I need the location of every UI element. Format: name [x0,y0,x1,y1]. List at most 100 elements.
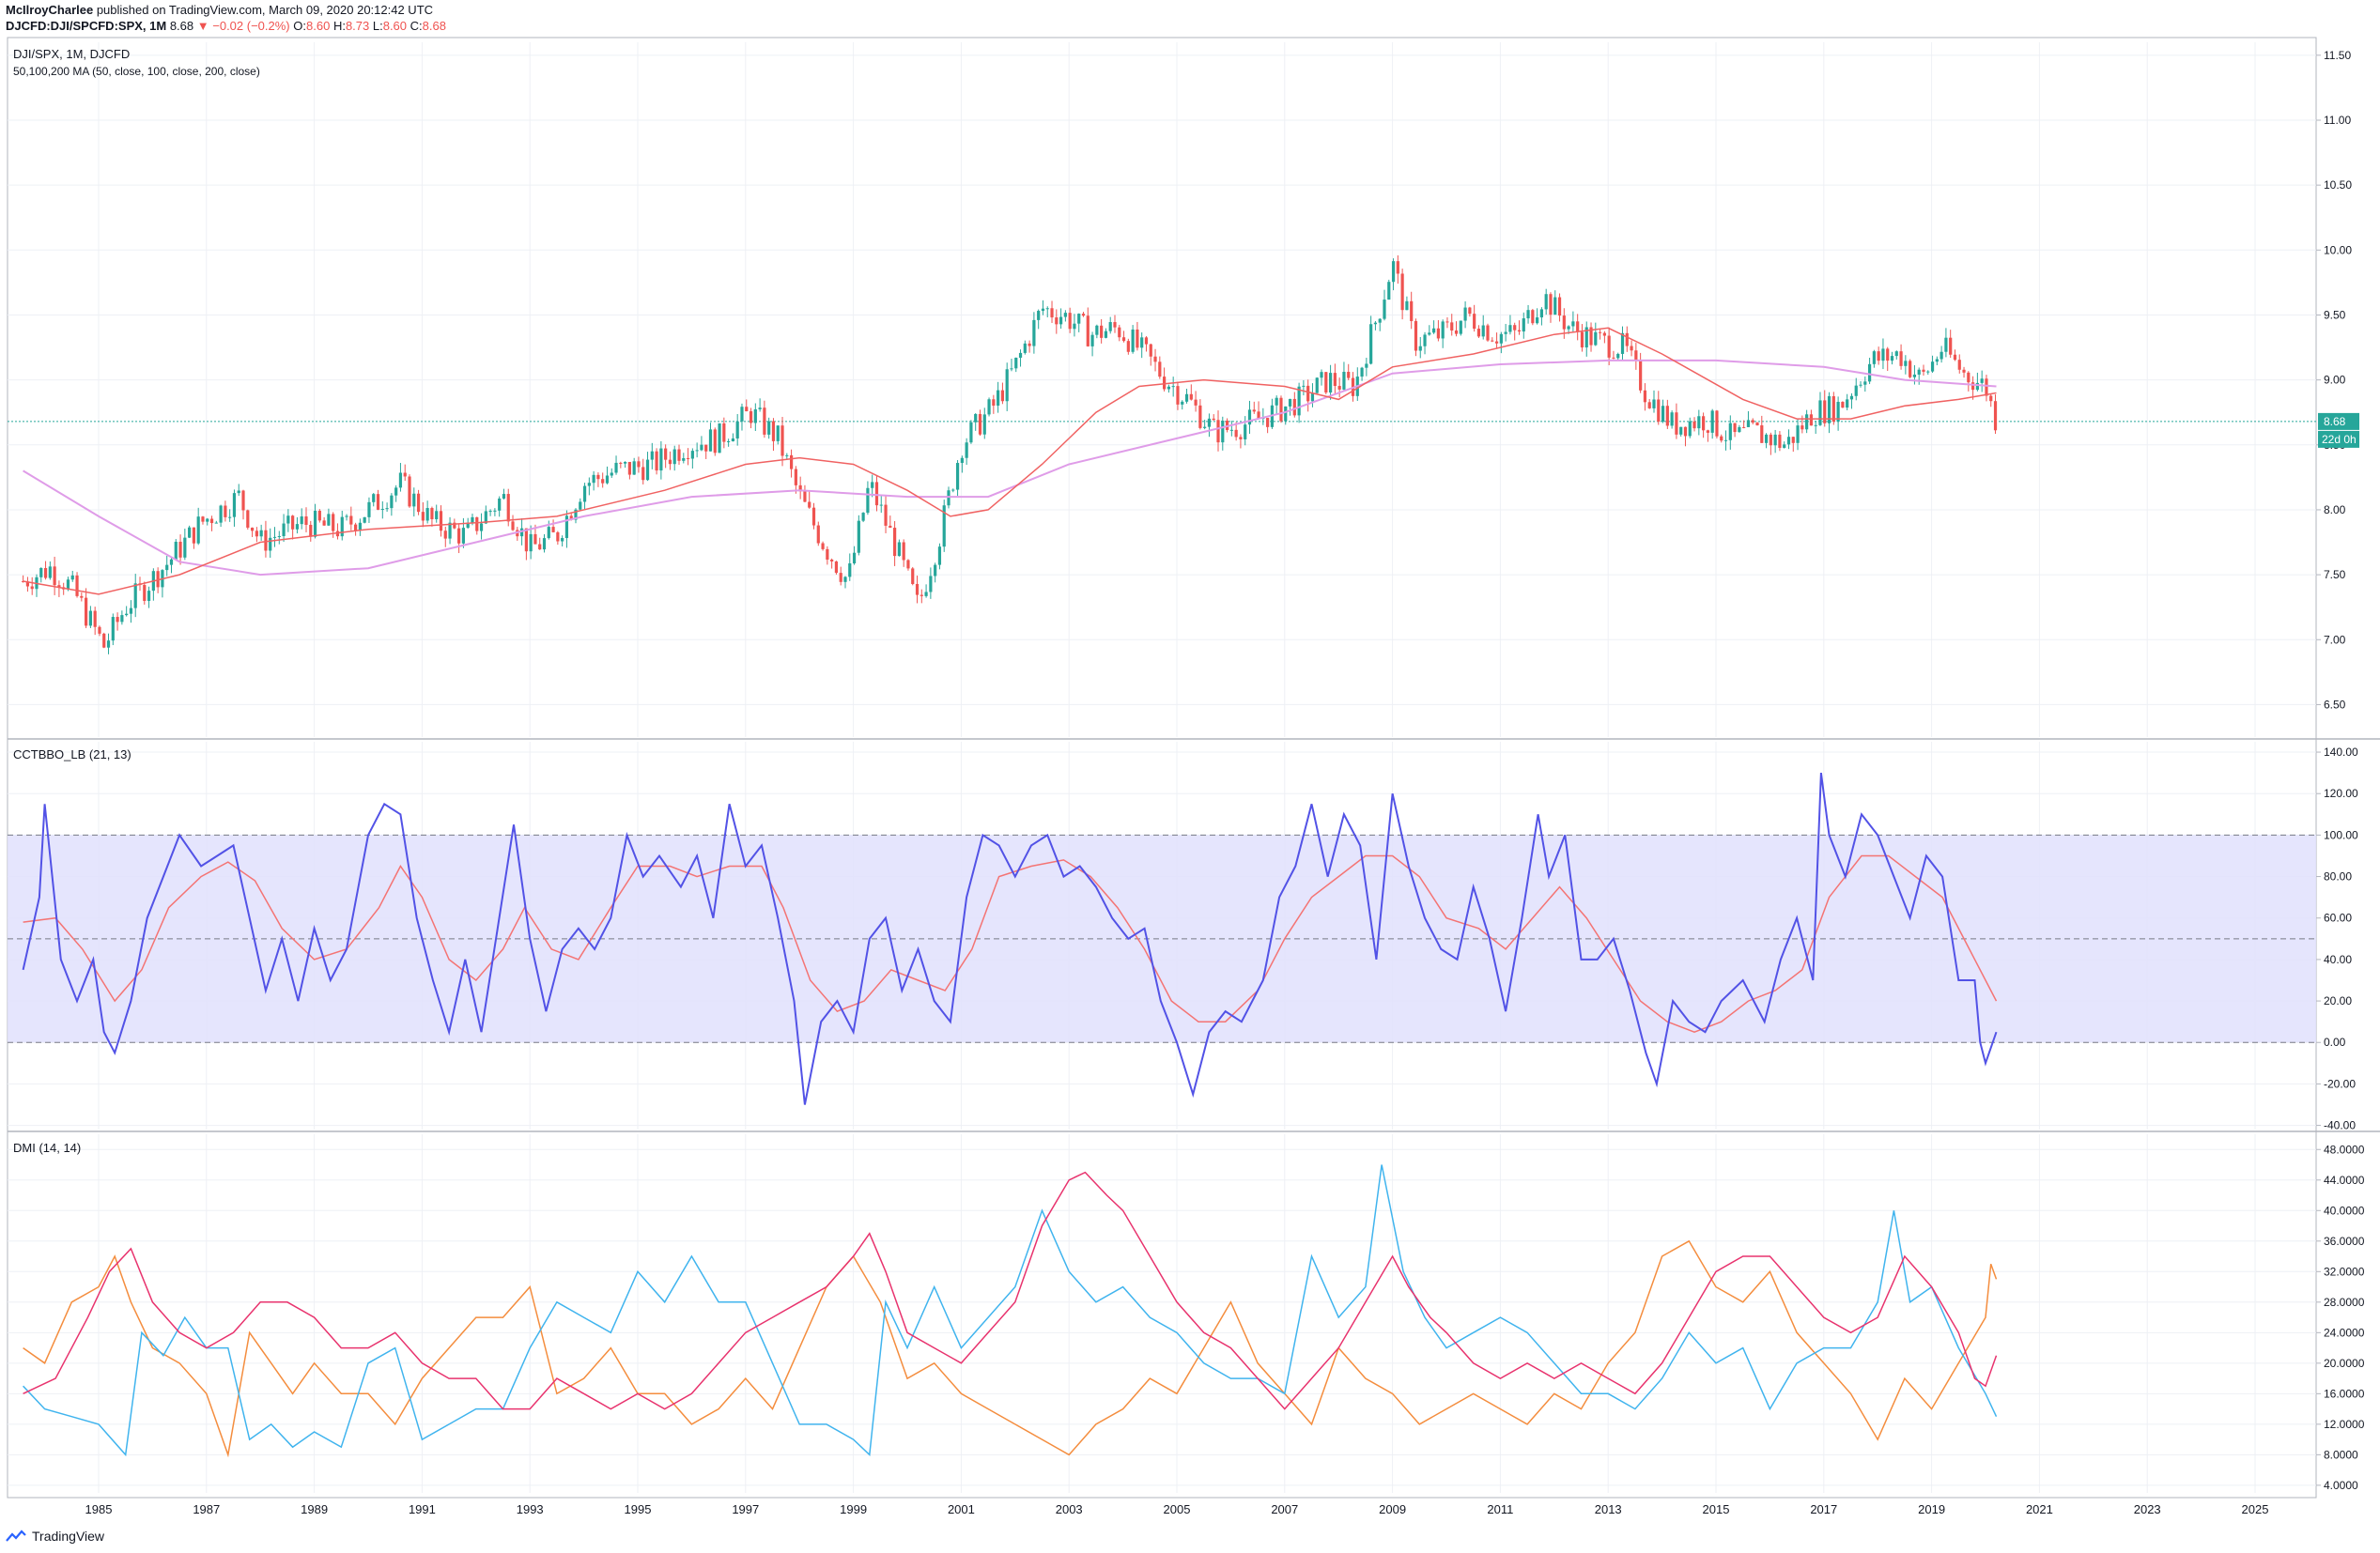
candle-body [538,544,542,550]
candle-body [960,457,964,464]
price-pane-title: DJI/SPX, 1M, DJCFD [13,47,130,61]
candle-body [1337,386,1341,390]
candle-body [147,591,151,601]
candle-body [879,504,883,506]
candle-body [1445,321,1449,323]
candle-body [722,423,726,442]
candle-body [619,462,623,464]
candle-body [677,449,681,461]
candle-body [25,581,30,587]
candle-body [88,610,92,626]
candle-body [624,461,627,464]
candle-body [1252,409,1256,412]
candle-body [1751,420,1754,423]
candle-body [143,585,147,601]
candle-body [1827,395,1831,423]
candle-body [300,516,303,525]
open-label: O: [293,19,306,33]
candle-body [511,521,515,530]
candle-body [1980,378,1984,383]
symbol-label[interactable]: DJCFD:DJI/SPCFD:SPX, 1M [6,19,167,33]
candle-body [1059,316,1063,325]
candle-body [1589,327,1593,346]
candle-body [1476,329,1481,337]
candle-body [313,510,317,537]
y-tick-label: 140.00 [2324,746,2358,759]
candle-body [111,617,115,641]
y-tick-label: 9.00 [2324,374,2346,387]
candle-body [843,577,847,582]
candle-body [327,514,331,526]
candle-body [1657,399,1661,423]
candle-body [277,536,281,538]
candle-body [1086,315,1090,346]
candle-body [1153,356,1157,362]
candle-body [1450,322,1454,331]
candle-body [533,533,537,545]
candle-body [174,541,178,560]
candle-body [1670,412,1674,426]
adx-line [23,1171,1998,1410]
y-tick-label: -40.00 [2324,1119,2356,1132]
low-label: L: [372,19,383,33]
candle-body [493,510,497,512]
candle-body [695,450,699,452]
candle-body [309,524,313,537]
candle-body [1814,424,1817,426]
candle-body [1890,356,1894,361]
candle-body [1104,331,1108,338]
candle-body [75,575,79,596]
x-tick-label: 1995 [625,1502,652,1516]
candle-body [1491,340,1494,342]
candle-body [1539,309,1544,318]
y-tick-label: 44.0000 [2324,1174,2365,1187]
candle-body [201,516,205,522]
candle-body [519,528,524,537]
candle-body [1522,318,1525,332]
candle-body [1234,429,1238,438]
candle-body [1144,337,1149,345]
last-price-tag [2318,412,2359,430]
candle-body [1679,426,1683,435]
candle-body [421,512,425,521]
candle-body [1791,437,1795,443]
candle-body [48,566,52,578]
x-tick-label: 1993 [517,1502,544,1516]
candle-body [1391,261,1396,283]
candle-body [1288,398,1292,407]
candle-body [461,528,466,544]
y-tick-label: 36.0000 [2324,1235,2365,1248]
candle-body [1755,423,1759,425]
candle-body [1373,322,1378,325]
candle-body [700,444,703,451]
candle-body [398,472,403,488]
candle-body [1962,369,1966,373]
published-text: published on TradingView.com, March 09, … [96,3,434,17]
candle-body [551,527,555,532]
candle-body [659,448,663,471]
candle-body [1602,332,1606,336]
candle-body [947,490,950,506]
footer-brand[interactable]: TradingView [6,1529,104,1544]
candle-body [582,485,587,502]
candle-body [102,633,106,648]
candle-body [1831,395,1835,423]
candle-body [1463,307,1467,321]
candle-body [1095,325,1099,335]
y-tick-label: 80.00 [2324,870,2352,884]
candle-body [529,533,533,552]
candle-body [322,520,326,526]
candle-body [1836,401,1840,423]
candle-body [43,568,48,578]
candle-body [1229,429,1233,431]
candle-body [475,516,479,531]
x-tick-label: 2005 [1164,1502,1191,1516]
author-name[interactable]: McIlroyCharlee [6,3,94,17]
candle-body [1081,314,1086,316]
candle-body [1549,294,1553,315]
x-tick-label: 2023 [2134,1502,2161,1516]
candle-body [1783,444,1786,448]
candle-body [1738,426,1741,433]
close-label: C: [410,19,423,33]
